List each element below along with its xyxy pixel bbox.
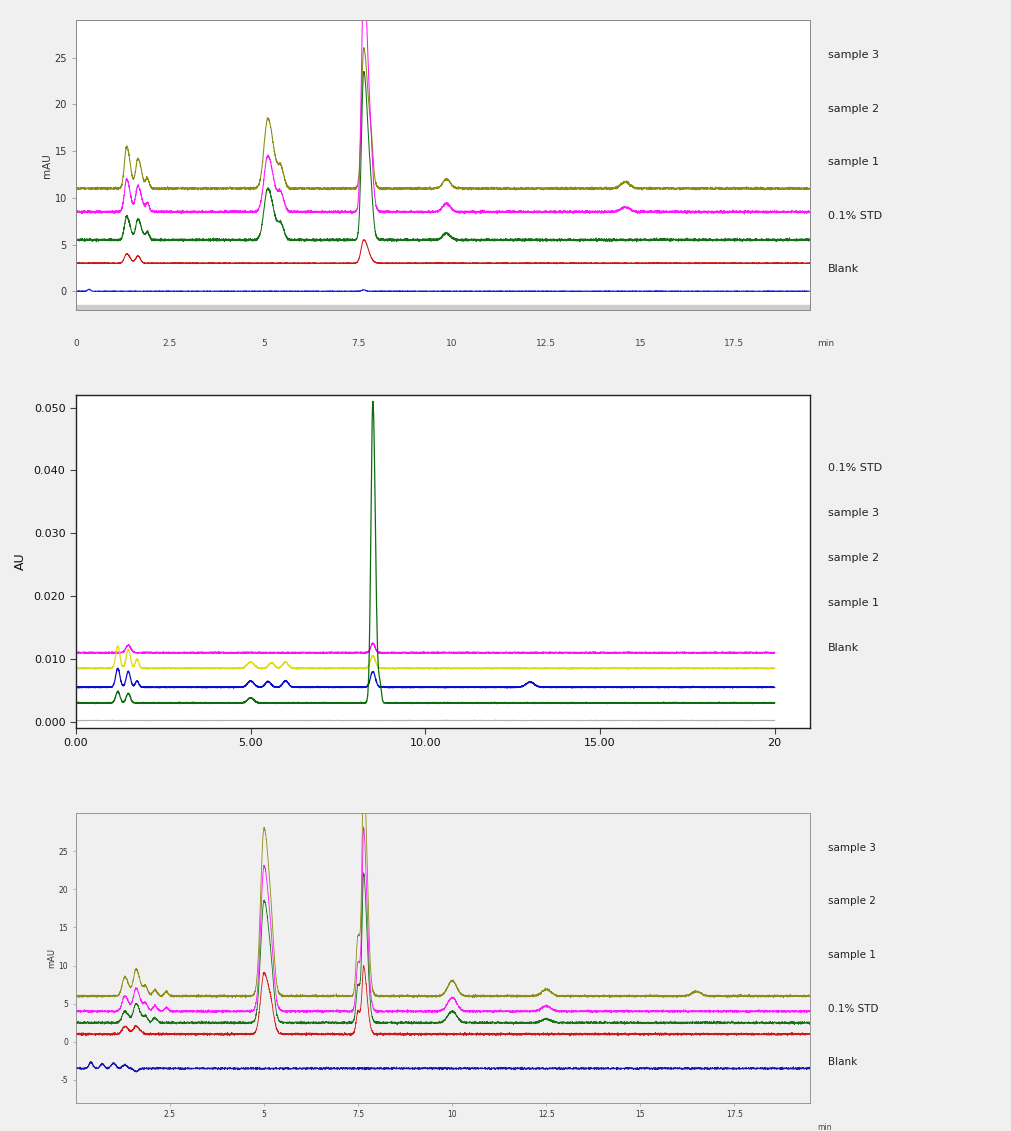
Text: 17.5: 17.5 bbox=[724, 339, 744, 348]
Text: Blank: Blank bbox=[827, 644, 858, 653]
Text: sample 2: sample 2 bbox=[827, 104, 879, 114]
Text: sample 1: sample 1 bbox=[827, 598, 879, 608]
Text: sample 2: sample 2 bbox=[827, 897, 875, 906]
Text: 0.1% STD: 0.1% STD bbox=[827, 1003, 878, 1013]
Text: Blank: Blank bbox=[827, 265, 858, 275]
Text: sample 3: sample 3 bbox=[827, 50, 879, 60]
Text: min: min bbox=[816, 1123, 831, 1131]
Text: sample 2: sample 2 bbox=[827, 553, 879, 563]
Text: 7.5: 7.5 bbox=[351, 339, 365, 348]
Text: sample 1: sample 1 bbox=[827, 950, 875, 960]
Text: 0.1% STD: 0.1% STD bbox=[827, 464, 882, 473]
Text: Blank: Blank bbox=[827, 1057, 856, 1068]
Y-axis label: AU: AU bbox=[14, 553, 26, 570]
Y-axis label: mAU: mAU bbox=[41, 153, 52, 178]
Text: 12.5: 12.5 bbox=[536, 339, 556, 348]
Text: 5: 5 bbox=[261, 339, 267, 348]
Text: 2.5: 2.5 bbox=[163, 339, 177, 348]
Text: 0.1% STD: 0.1% STD bbox=[827, 210, 882, 221]
Text: min: min bbox=[816, 339, 833, 348]
Text: sample 3: sample 3 bbox=[827, 843, 875, 853]
Bar bbox=[76, 305, 809, 310]
Text: 10: 10 bbox=[446, 339, 457, 348]
Text: 15: 15 bbox=[634, 339, 645, 348]
Text: sample 1: sample 1 bbox=[827, 157, 879, 167]
Text: 0: 0 bbox=[73, 339, 79, 348]
Text: sample 3: sample 3 bbox=[827, 508, 879, 518]
Y-axis label: mAU: mAU bbox=[47, 948, 56, 968]
